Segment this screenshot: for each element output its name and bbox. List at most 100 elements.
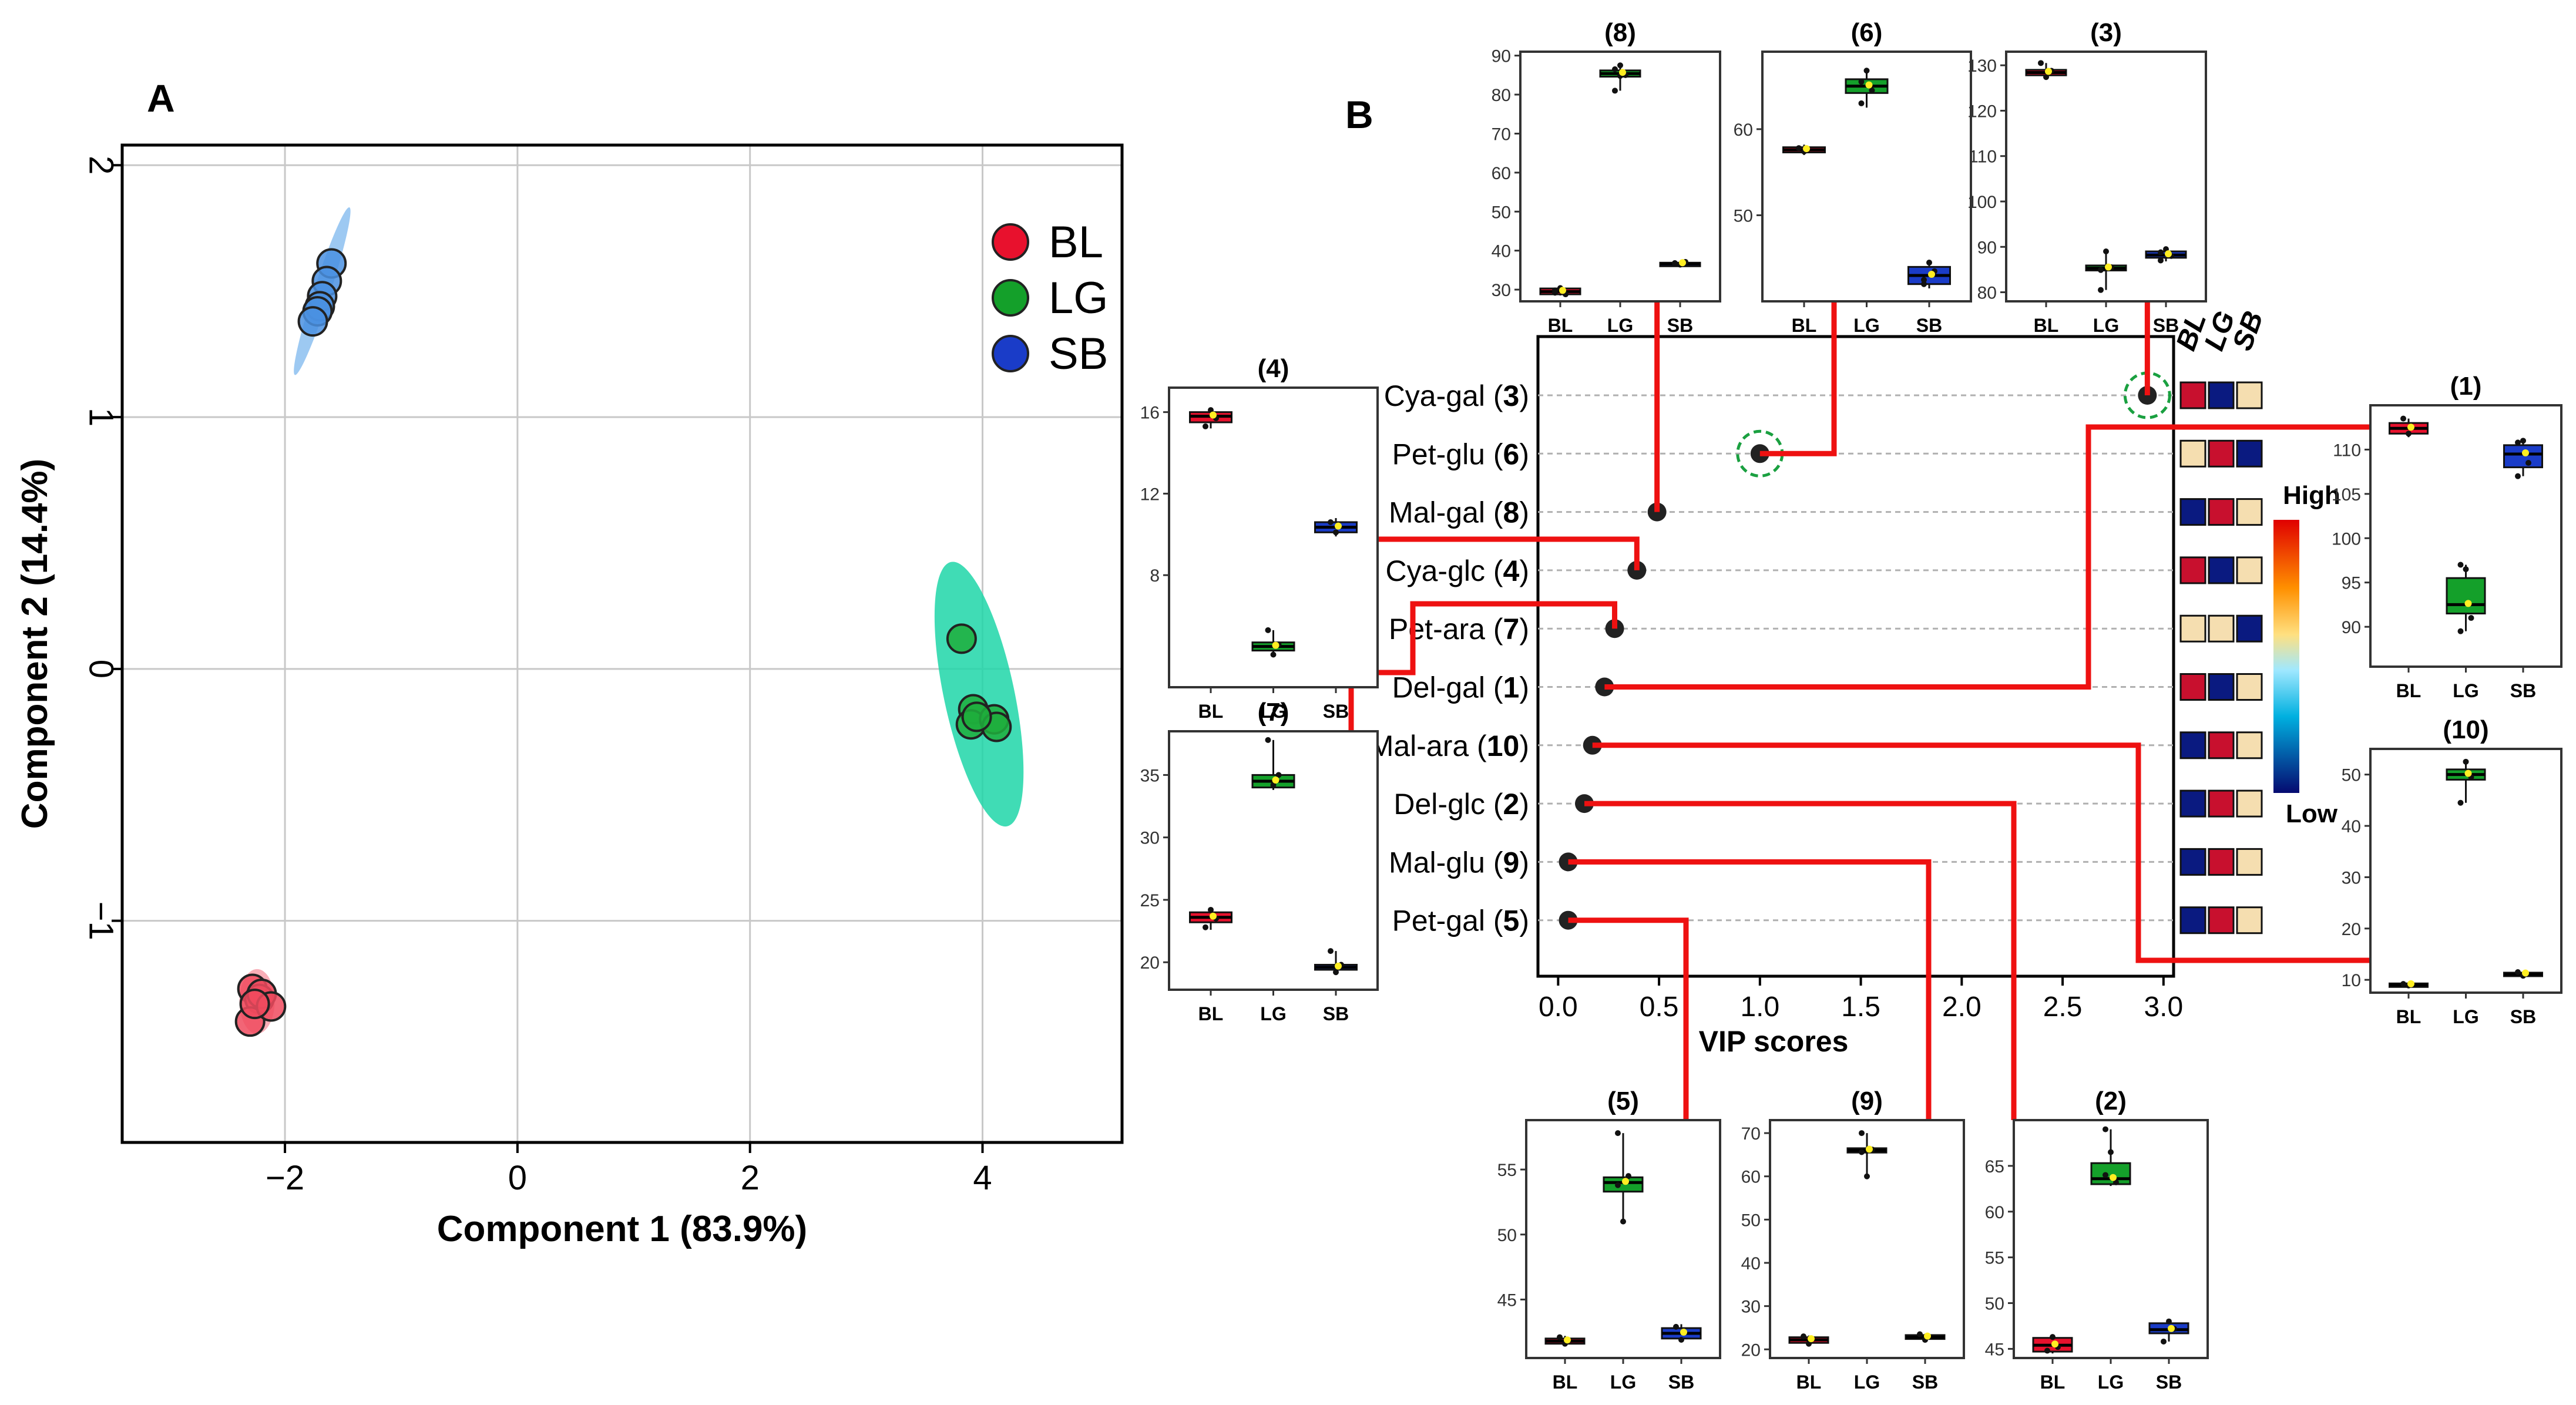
boxplot-mean-marker — [2522, 969, 2529, 977]
legend-label-lg: LG — [1049, 273, 1108, 323]
y-axis-label: Component 2 (14.4%) — [15, 459, 55, 829]
heatmap-cell — [2179, 848, 2206, 876]
boxplot-point — [1917, 1331, 1923, 1337]
boxplot-point — [1333, 529, 1339, 536]
boxplot-x-tick-label: LG — [1260, 701, 1286, 722]
boxplot-x-tick-label: SB — [1667, 315, 1693, 336]
boxplot-point — [2406, 431, 2412, 437]
y-tick-label: 1 — [82, 408, 120, 426]
boxplot-mean-marker — [1272, 777, 1279, 784]
boxplot-point — [1208, 407, 1214, 414]
heatmap-cell — [2179, 439, 2206, 468]
boxplot-point — [1275, 772, 1282, 778]
boxplot-point — [1625, 1173, 1631, 1179]
boxplot-y-tick-label: 20 — [1140, 953, 1160, 973]
boxplot-y-tick-label: 30 — [1741, 1298, 1761, 1317]
boxplot-y-tick-label: 30 — [1140, 829, 1160, 848]
boxplot-mean-marker — [1559, 287, 1566, 294]
boxplot-y-tick-label: 90 — [1492, 47, 1511, 66]
boxplot-mean-marker — [1564, 1336, 1571, 1344]
boxplot-mean-marker — [1622, 1178, 1629, 1185]
panel-b-label: B — [1345, 93, 1373, 136]
boxplot-point — [2038, 60, 2044, 66]
boxplot-point — [2515, 969, 2521, 976]
boxplot-point — [2043, 74, 2049, 80]
boxplot-mean-marker — [1679, 259, 1686, 267]
boxplot-y-tick-label: 8 — [1150, 566, 1160, 586]
boxplot-mean-marker — [1928, 271, 1935, 278]
boxplot-x-tick-label: SB — [2510, 680, 2536, 701]
x-axis-label: Component 1 (83.9%) — [437, 1209, 807, 1249]
heatmap-cell — [2208, 381, 2235, 409]
boxplot-y-tick-label: 50 — [1734, 206, 1753, 226]
boxplot-point — [2400, 415, 2406, 422]
heatmap-cell — [2208, 789, 2235, 818]
y-tick-label: −1 — [82, 902, 120, 940]
boxplot-point — [1203, 423, 1208, 429]
boxplot-x-tick-label: BL — [2396, 1006, 2421, 1027]
boxplot-point — [2457, 562, 2464, 568]
boxplot-y-tick-label: 70 — [1492, 125, 1511, 144]
boxplot-point — [1208, 906, 1214, 913]
heatmap-cell — [2236, 381, 2263, 409]
boxplot-x-tick-label: LG — [2453, 680, 2478, 701]
vip-x-tick-label: 2.5 — [2043, 991, 2083, 1023]
boxplot-y-tick-label: 40 — [2342, 817, 2361, 836]
boxplot-point — [1612, 88, 1618, 94]
boxplot-mean-marker — [1335, 522, 1342, 530]
boxplot-y-tick-label: 130 — [1967, 56, 1997, 76]
boxplot-point — [1858, 100, 1865, 106]
boxplot-mean-marker — [2522, 449, 2529, 456]
boxplot-y-tick-label: 12 — [1140, 485, 1160, 504]
vip-compound-label: Mal-gal (8) — [1389, 496, 1529, 529]
boxplot-point — [1926, 260, 1932, 266]
boxplot-point — [1612, 66, 1618, 72]
heatmap-cell — [2236, 673, 2263, 701]
vip-compound-label: Del-glc (2) — [1393, 788, 1529, 821]
boxplot-x-tick-label: SB — [2156, 1372, 2182, 1393]
boxplot-point — [2520, 438, 2526, 444]
boxplot-point — [1617, 62, 1623, 69]
boxplot-x-tick-label: BL — [1548, 315, 1573, 336]
boxplot-y-tick-label: 50 — [1741, 1211, 1761, 1230]
boxplot-point — [2400, 981, 2406, 987]
boxplot-inset-6: (6) 50 60 BL LG SB — [1734, 18, 1972, 336]
boxplot-title: (4) — [1258, 354, 1289, 383]
boxplot-y-tick-label: 50 — [1497, 1226, 1517, 1245]
panel-a-label: A — [147, 76, 175, 120]
boxplot-point — [1265, 627, 1271, 633]
boxplot-inset-3: (3) 80 90 100 110 120 130 BL LG SB — [1967, 18, 2207, 336]
vip-score-plot: Cya-gal (3) Pet-glu (6) Mal-gal (8) Cya-glc… — [1369, 335, 2183, 1058]
heatmap-cell — [2179, 789, 2206, 818]
vip-compound-label: Pet-ara (7) — [1389, 613, 1529, 646]
boxplot-x-tick-label: BL — [2396, 680, 2421, 701]
boxplot-y-tick-label: 95 — [2342, 574, 2361, 593]
boxplot-y-tick-label: 65 — [1985, 1157, 2004, 1177]
boxplot-mean-marker — [2051, 1340, 2058, 1348]
boxplot-mean-marker — [2464, 769, 2472, 777]
heatmap-cell — [2179, 731, 2206, 759]
vip-x-axis-label: VIP scores — [1699, 1025, 1849, 1058]
colorbar-high-label: High — [2283, 481, 2340, 510]
boxplot-y-tick-label: 100 — [2332, 529, 2361, 549]
heatmap-cell — [2179, 556, 2206, 584]
boxplot-x-tick-label: LG — [1607, 315, 1633, 336]
heatmap-colorbar: High Low — [2273, 481, 2340, 828]
boxplot-mean-marker — [1803, 145, 1810, 153]
boxplot-point — [2457, 799, 2464, 806]
legend-swatch-lg — [992, 279, 1029, 317]
heatmap-cell — [2236, 906, 2263, 935]
boxplot-point — [1869, 87, 1875, 93]
boxplot-point — [2113, 1179, 2119, 1185]
heatmap-cell — [2208, 906, 2235, 935]
boxplot-y-tick-label: 20 — [2342, 920, 2361, 939]
boxplot-x-tick-label: BL — [2040, 1372, 2065, 1393]
boxplot-mean-marker — [2045, 68, 2052, 75]
boxplot-point — [2515, 439, 2521, 446]
legend-label-bl: BL — [1049, 217, 1103, 267]
vip-plot-frame — [1536, 335, 2175, 978]
vip-compound-label: Cya-gal (3) — [1384, 379, 1529, 412]
vip-compound-label: Pet-glu (6) — [1392, 438, 1529, 470]
heatmap-cell — [2236, 848, 2263, 876]
boxplot-point — [2158, 257, 2164, 264]
